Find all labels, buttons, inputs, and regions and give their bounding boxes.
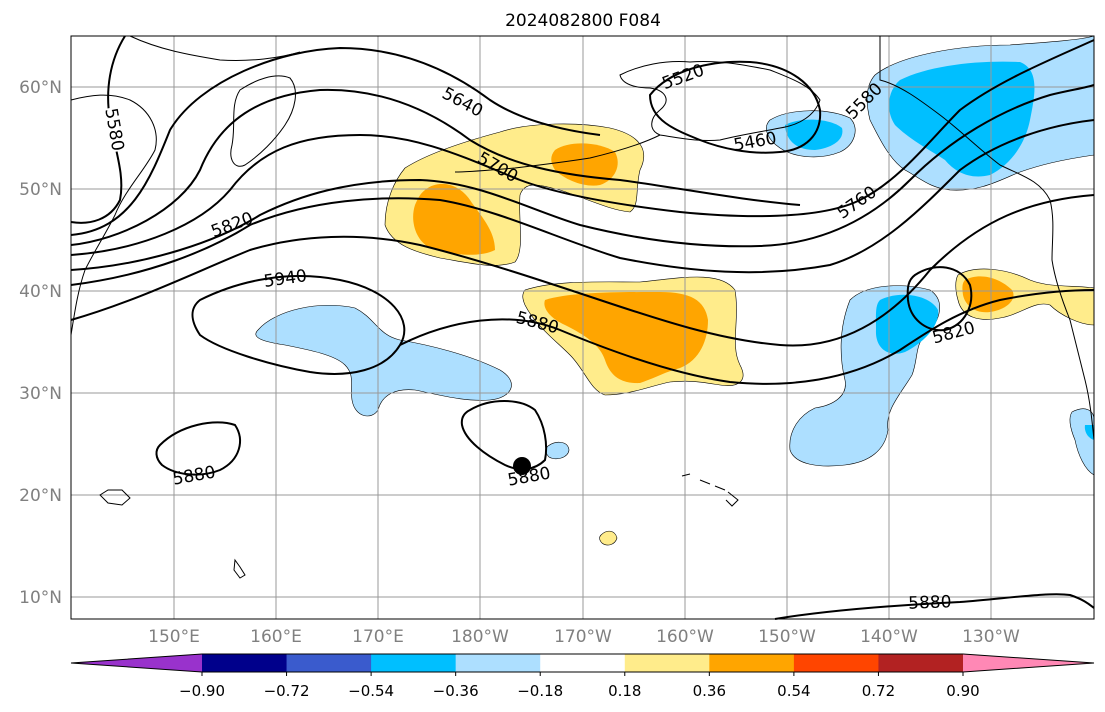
colorbar-tick-label: −0.72 [264, 682, 310, 700]
height-contours [70, 35, 1095, 620]
contour-5640 [70, 46, 601, 236]
latitude-labels: 60°N 50°N 40°N 30°N 20°N 10°N [19, 78, 62, 608]
colorbar-tick-label: −0.36 [433, 682, 479, 700]
contour-label-bg [102, 106, 128, 153]
contour-5760 [70, 119, 1095, 286]
colorbar-segment [371, 654, 457, 672]
pos-anomaly-small-1 [599, 530, 618, 546]
colorbar-tick-label: 0.72 [862, 682, 895, 700]
colorbar-segment [878, 654, 964, 672]
colorbar-segment [455, 654, 541, 672]
contour-b [70, 84, 1095, 271]
coastlines [70, 35, 1095, 579]
coast-marianas-2 [233, 558, 246, 579]
lon-label-160w: 160°W [656, 627, 714, 647]
colorbar-segment [540, 654, 626, 672]
coast-north-america-west [879, 36, 1095, 441]
colorbar-tick-label: 0.18 [608, 682, 641, 700]
colorbar-segment [624, 654, 710, 672]
colorbar: −0.90 −0.72 −0.54 −0.36 −0.18 0.18 0.36 0.54 0.7… [70, 653, 1095, 700]
contour-5820-loop [906, 266, 973, 332]
contour-5700 [70, 88, 801, 246]
contour-5820 [70, 194, 1095, 347]
longitude-labels: 150°E 160°E 170°E 180°W 170°W 160°W 150°… [148, 627, 1020, 647]
coast-kamchatka [230, 75, 296, 167]
map-area: 5580 5640 5700 5520 5460 5580 5760 5820 … [70, 35, 1095, 620]
coast-marianas-1 [99, 489, 131, 506]
coast-aleutians [454, 134, 661, 173]
lon-label-130w: 130°W [962, 627, 1020, 647]
lon-label-170w: 170°W [554, 627, 612, 647]
lon-label-180w: 180°W [451, 627, 509, 647]
colorbar-segment [286, 654, 372, 672]
contour-a [70, 39, 1095, 256]
neg-anomaly-region-baja-core [1084, 425, 1094, 440]
colorbar-segment [709, 654, 795, 672]
lat-label-40: 40°N [19, 282, 62, 302]
contour-5880-south [774, 593, 1095, 620]
contour-5580-west [70, 35, 126, 224]
lon-label-140w: 140°W [860, 627, 918, 647]
storm-center-marker [513, 457, 531, 475]
contour-5880-loop-west [155, 421, 241, 476]
colorbar-tick-label: 0.36 [693, 682, 726, 700]
contour-5520 [648, 60, 822, 154]
pos-anomaly-region-ne-pacific-core [962, 276, 1014, 313]
pos-anomaly-region-north-pacific-core-west [413, 183, 495, 255]
lon-label-160e: 160°E [250, 627, 302, 647]
lon-label-150w: 150°W [758, 627, 816, 647]
pos-anomaly-region-central-pacific-core [544, 292, 708, 384]
map-title: 2024082800 F084 [505, 11, 661, 31]
lon-label-150e: 150°E [148, 627, 200, 647]
colorbar-tick-label: −0.90 [179, 682, 225, 700]
lat-label-10: 10°N [19, 588, 62, 608]
coast-asia [70, 94, 157, 336]
pos-anomaly-region-north-pacific-core-east [551, 143, 618, 186]
lat-label-20: 20°N [19, 486, 62, 506]
lat-label-50: 50°N [19, 180, 62, 200]
contour-5880-main [399, 289, 1095, 385]
colorbar-tick-label: 0.54 [777, 682, 810, 700]
lat-label-60: 60°N [19, 78, 62, 98]
colorbar-segment [793, 654, 879, 672]
map-frame [70, 35, 1095, 620]
contour-label-5880-s: 5880 [908, 592, 952, 613]
colorbar-tick-label: −0.54 [348, 682, 394, 700]
lat-label-30: 30°N [19, 384, 62, 404]
colorbar-tick-label: 0.90 [946, 682, 979, 700]
colorbar-segment [202, 654, 288, 672]
lon-label-170e: 170°E [352, 627, 404, 647]
colorbar-extend-high [963, 654, 1094, 672]
colorbar-tick-label: −0.18 [517, 682, 563, 700]
colorbar-extend-low [71, 654, 202, 672]
coast-hawaii [681, 473, 739, 507]
contour-5940-loop [191, 275, 406, 375]
